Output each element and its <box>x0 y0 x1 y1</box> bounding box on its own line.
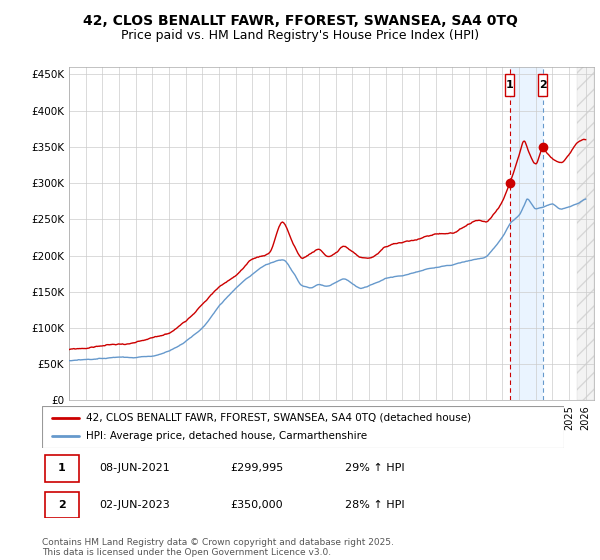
Text: £299,995: £299,995 <box>230 464 283 473</box>
Text: Contains HM Land Registry data © Crown copyright and database right 2025.
This d: Contains HM Land Registry data © Crown c… <box>42 538 394 557</box>
Text: 42, CLOS BENALLT FAWR, FFOREST, SWANSEA, SA4 0TQ: 42, CLOS BENALLT FAWR, FFOREST, SWANSEA,… <box>83 14 517 28</box>
Bar <box>577 67 594 400</box>
Text: 2: 2 <box>58 500 65 510</box>
FancyBboxPatch shape <box>44 455 79 482</box>
FancyBboxPatch shape <box>538 74 547 96</box>
Text: 02-JUN-2023: 02-JUN-2023 <box>100 500 170 510</box>
Bar <box>509 67 542 400</box>
FancyBboxPatch shape <box>42 406 564 448</box>
Text: 2: 2 <box>539 80 547 90</box>
Text: 1: 1 <box>506 80 514 90</box>
FancyBboxPatch shape <box>505 74 514 96</box>
Text: 08-JUN-2021: 08-JUN-2021 <box>100 464 170 473</box>
Text: £350,000: £350,000 <box>230 500 283 510</box>
Text: 29% ↑ HPI: 29% ↑ HPI <box>345 464 404 473</box>
Text: HPI: Average price, detached house, Carmarthenshire: HPI: Average price, detached house, Carm… <box>86 431 367 441</box>
Text: 28% ↑ HPI: 28% ↑ HPI <box>345 500 404 510</box>
Text: Price paid vs. HM Land Registry's House Price Index (HPI): Price paid vs. HM Land Registry's House … <box>121 29 479 42</box>
Text: 1: 1 <box>58 464 65 473</box>
FancyBboxPatch shape <box>44 492 79 518</box>
Text: 42, CLOS BENALLT FAWR, FFOREST, SWANSEA, SA4 0TQ (detached house): 42, CLOS BENALLT FAWR, FFOREST, SWANSEA,… <box>86 413 472 423</box>
